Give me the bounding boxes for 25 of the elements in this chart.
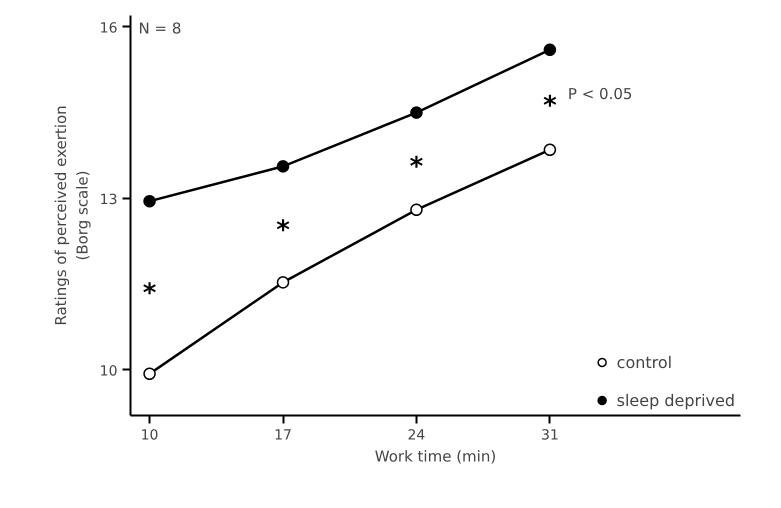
annotation: *	[410, 152, 424, 182]
x-tick-label: 31	[540, 428, 559, 444]
annotation: *	[543, 90, 558, 121]
y-tick-label: 16	[100, 20, 118, 36]
y-tick-label: 10	[100, 363, 118, 380]
x-tick-label: 24	[408, 428, 426, 444]
x-tick-label: 10	[140, 428, 158, 444]
x-tick-label: 17	[274, 428, 292, 444]
y-tick-label: 13	[100, 192, 118, 208]
point	[143, 368, 156, 380]
legend-label: sleep deprived	[616, 390, 735, 410]
point	[410, 204, 423, 216]
annotation: *	[276, 215, 290, 246]
point	[276, 160, 290, 173]
point	[276, 276, 290, 289]
point	[544, 44, 556, 56]
legend-label: control	[616, 352, 672, 372]
point	[544, 144, 556, 156]
x-axis-title: Work time (min)	[374, 448, 496, 466]
annotation: N = 8	[138, 20, 182, 38]
y-axis-title: Ratings of perceived exertion (Borg scale)	[52, 105, 92, 326]
point	[143, 194, 156, 208]
annotation: P < 0.05	[568, 84, 632, 103]
point	[410, 106, 423, 119]
annotation: *	[142, 278, 157, 308]
